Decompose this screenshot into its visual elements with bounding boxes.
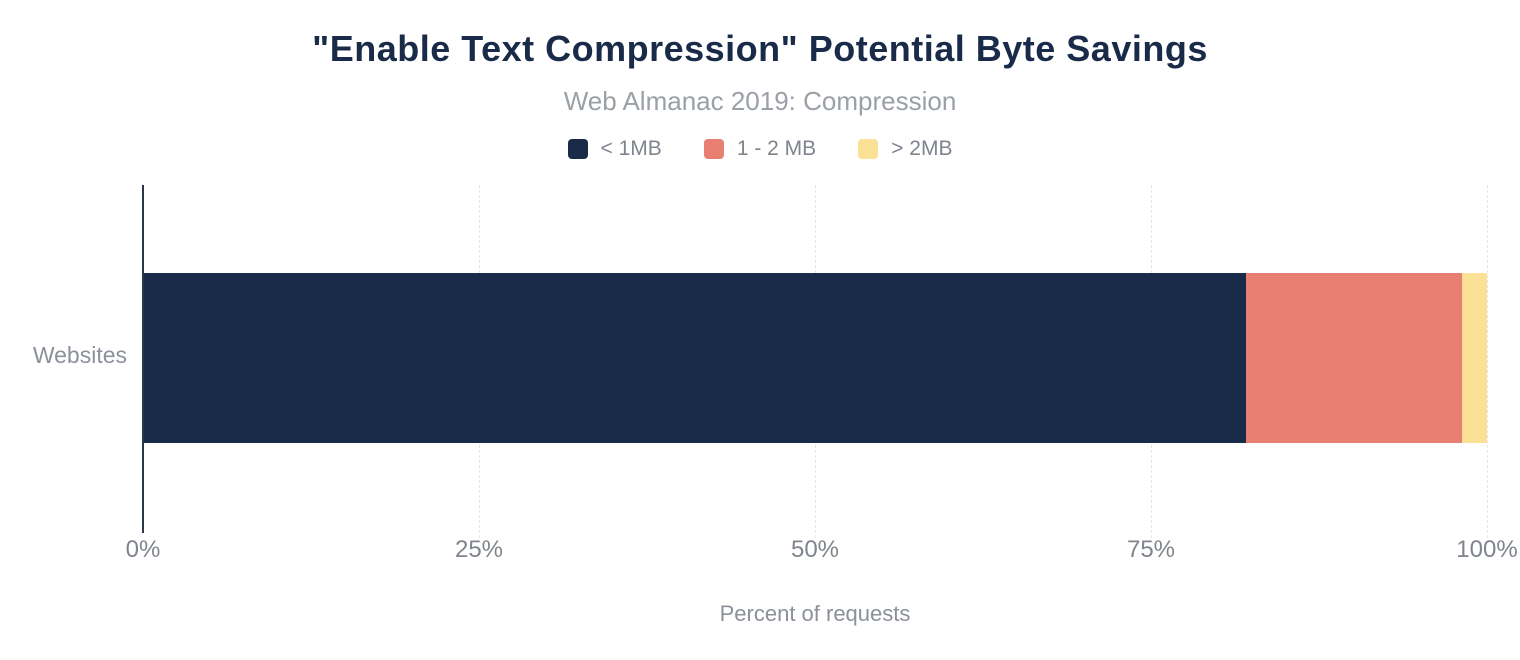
bar-segment-2mb[interactable] xyxy=(1462,273,1487,443)
legend-label: > 2MB xyxy=(891,137,953,160)
x-tick-label-75: 75% xyxy=(1126,536,1176,563)
x-tick-label-25: 25% xyxy=(454,536,504,563)
gridline-100 xyxy=(1487,185,1488,538)
y-category-label: Websites xyxy=(32,342,127,368)
x-axis-title: Percent of requests xyxy=(719,601,911,626)
legend-label: < 1MB xyxy=(600,137,662,160)
x-axis-ticks: 0% 25% 50% 75% 100% xyxy=(126,536,1518,564)
legend-label: 1 - 2 MB xyxy=(736,137,817,160)
legend-item-1-2-mb[interactable]: 1 - 2 MB xyxy=(703,137,817,161)
legend-item-1mb[interactable]: < 1MB xyxy=(567,137,662,161)
plot-area xyxy=(142,185,1488,538)
legend-item-2mb[interactable]: > 2MB xyxy=(858,137,952,161)
chart-title: "Enable Text Compression" Potential Byte… xyxy=(312,28,1208,69)
y-axis-line xyxy=(142,185,144,533)
legend-swatch-icon xyxy=(858,139,879,159)
legend-swatch-icon xyxy=(703,139,724,159)
bar-segment-1-2-mb[interactable] xyxy=(1246,273,1463,443)
chart-legend: < 1MB 1 - 2 MB > 2MB xyxy=(0,134,1520,164)
x-tick-label-100: 100% xyxy=(1456,536,1518,563)
legend-swatch-icon xyxy=(567,139,588,159)
stacked-bar-websites xyxy=(144,273,1488,443)
x-tick-label-0: 0% xyxy=(125,536,161,563)
x-tick-label-50: 50% xyxy=(790,536,840,563)
chart-subtitle: Web Almanac 2019: Compression xyxy=(563,86,957,116)
bar-segment-1mb[interactable] xyxy=(144,273,1247,443)
